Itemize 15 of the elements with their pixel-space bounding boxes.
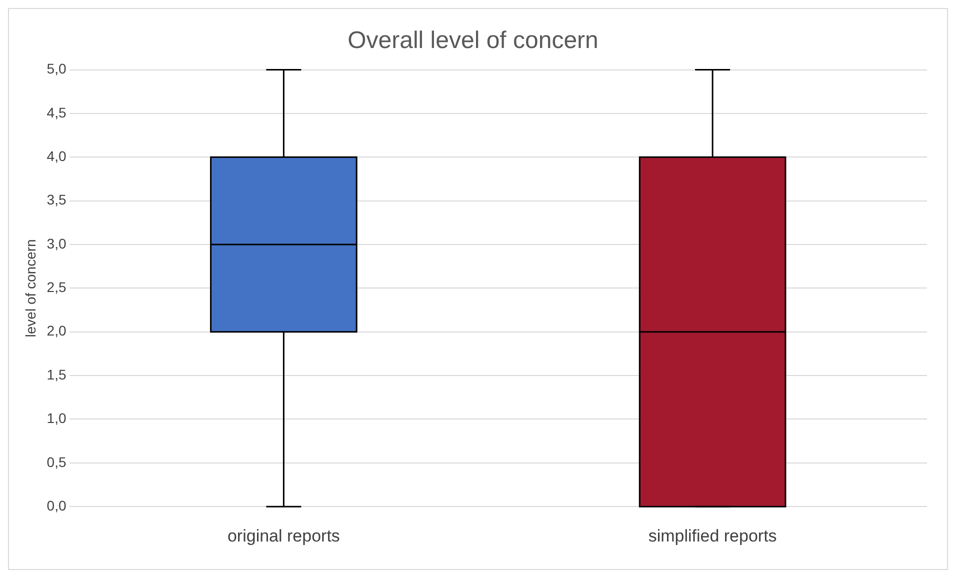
y-tick-label: 3,0 bbox=[46, 235, 66, 252]
y-axis-title: level of concern bbox=[22, 239, 38, 338]
y-tick-label: 2,0 bbox=[46, 322, 66, 339]
y-tick-label: 1,0 bbox=[46, 410, 66, 426]
y-tick-label: 0,0 bbox=[46, 497, 66, 514]
x-tick-label: original reports bbox=[227, 526, 340, 546]
y-tick-label: 0,5 bbox=[46, 454, 66, 470]
y-tick-label: 1,5 bbox=[46, 366, 66, 382]
y-tick-label: 4,5 bbox=[46, 104, 66, 120]
chart-title: Overall level of concern bbox=[348, 27, 598, 54]
y-tick-label: 2,5 bbox=[46, 279, 66, 296]
y-tick-label: 5,0 bbox=[46, 60, 66, 77]
y-tick-label: 3,5 bbox=[46, 192, 66, 208]
x-tick-label: simplified reports bbox=[648, 526, 777, 546]
y-tick-label: 4,0 bbox=[46, 148, 66, 164]
